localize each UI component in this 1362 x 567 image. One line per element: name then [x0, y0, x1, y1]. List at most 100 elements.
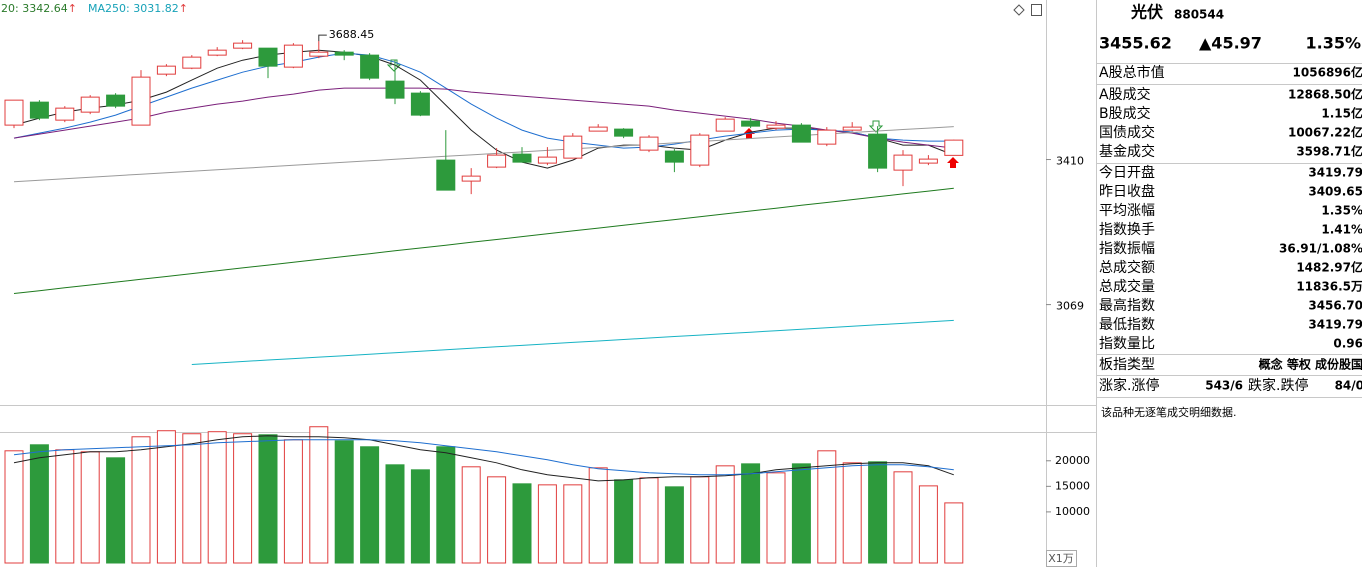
y-tick-label: 3410 — [1056, 155, 1084, 168]
stat-label: 指数振幅 — [1099, 241, 1155, 257]
candle-body — [741, 120, 761, 127]
breadth-label: 跌家.跌停 — [1248, 377, 1308, 394]
stat-label: A股成交 — [1099, 86, 1151, 103]
candle-body — [156, 65, 176, 75]
stat-value: 3409.65 — [1308, 185, 1362, 199]
ma-label: 120: 3342.64↑ — [0, 2, 77, 15]
candle-body — [385, 80, 405, 99]
volume-average — [13, 439, 954, 476]
moving-average — [13, 49, 954, 169]
y-tick-label: 20000 — [1055, 454, 1090, 467]
stat-value: 1056896亿 — [1293, 65, 1362, 80]
volume-bar — [334, 440, 354, 564]
candle-body — [664, 150, 684, 163]
volume-bar — [309, 426, 329, 564]
volume-bar — [55, 449, 75, 564]
volume-bar — [131, 436, 151, 564]
candle-body — [55, 107, 75, 121]
volume-bar — [918, 485, 938, 564]
candle-body — [106, 94, 126, 107]
volume-average — [13, 435, 954, 482]
candle-body — [791, 124, 811, 143]
stat-value: 0.96 — [1333, 337, 1362, 351]
price: 3455.62 — [1099, 34, 1172, 53]
window-button[interactable] — [1031, 4, 1042, 16]
stat-label: 国债成交 — [1099, 124, 1155, 141]
volume-bar — [512, 483, 532, 564]
ma-trend: ↑ — [68, 2, 77, 15]
stat-label: 总成交量 — [1099, 278, 1155, 295]
percent: 1.35% — [1305, 34, 1361, 53]
stat-label: 最高指数 — [1099, 297, 1155, 314]
candle-body — [207, 49, 227, 56]
candle-body — [360, 54, 380, 79]
candle-body — [258, 47, 278, 67]
volume-bar — [410, 469, 430, 564]
volume-bar — [207, 431, 227, 564]
candle-body — [715, 118, 735, 132]
volume-bar — [487, 476, 507, 564]
volume-bar — [537, 484, 557, 564]
stat-label: 基金成交 — [1099, 143, 1155, 160]
candle-body — [918, 158, 938, 164]
stat-label: A股总市值 — [1099, 64, 1165, 81]
y-tick-label: 15000 — [1055, 479, 1090, 492]
candle-body — [283, 44, 303, 68]
y-tick-label: 3069 — [1056, 300, 1084, 313]
candle-body — [410, 92, 430, 116]
candle-body — [487, 154, 507, 168]
stat-label: 板指类型 — [1099, 357, 1155, 373]
annotation-leader — [318, 34, 327, 42]
volume-bar — [258, 434, 278, 564]
stat-value: 1.41% — [1321, 223, 1362, 237]
stat-value: 12868.50亿 — [1288, 87, 1362, 102]
candle-body — [436, 159, 456, 191]
volume-bar — [106, 457, 126, 564]
volume-bar — [80, 451, 100, 564]
candle-body — [309, 51, 329, 57]
candle-body — [614, 128, 634, 137]
change: ▲45.97 — [1199, 34, 1262, 53]
signal-arrow — [386, 59, 402, 72]
candle-body — [4, 99, 24, 126]
stat-label: 总成交额 — [1099, 259, 1155, 276]
signal-arrow — [868, 120, 884, 133]
volume-bar — [614, 479, 634, 564]
stat-label: 平均涨幅 — [1099, 203, 1155, 219]
volume-bar — [741, 463, 761, 564]
ma-trend: ↑ — [179, 2, 188, 15]
ma-value: MA250: 3031.82 — [88, 2, 179, 15]
volume-bar — [436, 446, 456, 564]
stat-label: B股成交 — [1099, 105, 1151, 122]
candle-body — [537, 156, 557, 164]
volume-bar — [842, 462, 862, 564]
moving-average — [13, 87, 954, 149]
volume-bar — [233, 433, 253, 564]
stat-value: 11836.5万 — [1296, 280, 1362, 294]
candle-body — [868, 133, 888, 169]
breadth-value: 543/6 — [1205, 379, 1243, 393]
ma-value: 120: 3342.64 — [0, 2, 68, 15]
candle-body — [80, 96, 100, 113]
volume-bar — [817, 450, 837, 564]
stat-value: 1.35% — [1321, 204, 1362, 218]
y-tick-label: 10000 — [1055, 505, 1090, 518]
stat-value: 概念 等权 成份股国 — [1259, 357, 1362, 372]
candle-body — [766, 124, 786, 129]
candle-body — [893, 154, 913, 171]
volume-bar — [766, 472, 786, 564]
stat-label: 昨日收盘 — [1099, 183, 1155, 200]
stat-label: 指数换手 — [1099, 221, 1155, 238]
moving-average — [13, 52, 954, 149]
volume-bar — [664, 486, 684, 564]
volume-bar — [360, 446, 380, 564]
index-code: 880544 — [1174, 8, 1224, 22]
candle-body — [817, 129, 837, 145]
diamond-button[interactable] — [1013, 4, 1025, 16]
stat-value: 36.91/1.08% — [1279, 242, 1362, 256]
moving-average — [13, 126, 954, 183]
volume-bar — [893, 471, 913, 564]
candle-body — [512, 153, 532, 163]
